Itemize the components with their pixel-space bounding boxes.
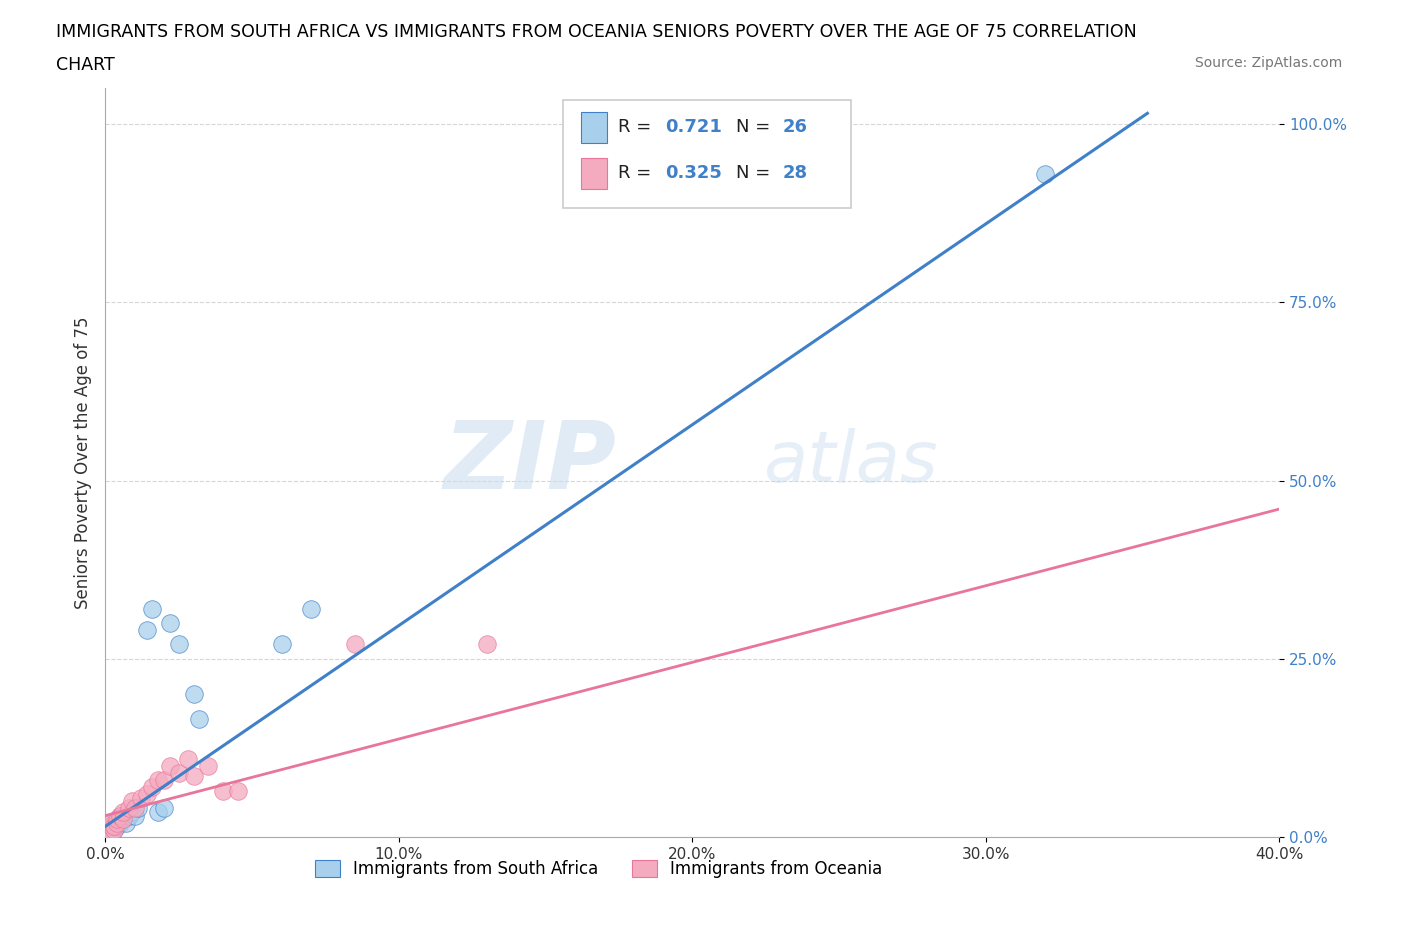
Point xyxy=(100,816,122,830)
FancyBboxPatch shape xyxy=(564,100,851,208)
Point xyxy=(183,687,205,702)
Point xyxy=(141,602,163,617)
Bar xyxy=(581,112,607,143)
Point xyxy=(167,637,190,652)
Point xyxy=(148,804,170,819)
Point xyxy=(270,637,292,652)
Point xyxy=(135,623,157,638)
Y-axis label: Seniors Poverty Over the Age of 75: Seniors Poverty Over the Age of 75 xyxy=(73,316,91,609)
Point xyxy=(124,801,146,816)
Point xyxy=(1033,166,1056,181)
Text: 28: 28 xyxy=(783,164,808,182)
Point xyxy=(105,812,128,827)
Point xyxy=(153,801,176,816)
Point xyxy=(100,819,122,834)
Text: N =: N = xyxy=(735,164,776,182)
Point xyxy=(135,787,157,802)
Point xyxy=(176,751,198,766)
Point xyxy=(97,826,120,841)
Point xyxy=(159,616,181,631)
Point xyxy=(112,812,135,827)
Point xyxy=(112,804,135,819)
Point xyxy=(129,790,152,805)
Point xyxy=(108,808,131,823)
Point xyxy=(103,822,125,837)
Point xyxy=(188,712,211,727)
Text: 0.721: 0.721 xyxy=(665,118,723,137)
Point xyxy=(112,812,135,827)
Point xyxy=(100,824,122,839)
Bar xyxy=(581,158,607,190)
Point xyxy=(100,819,122,834)
Point xyxy=(153,773,176,788)
Text: IMMIGRANTS FROM SOUTH AFRICA VS IMMIGRANTS FROM OCEANIA SENIORS POVERTY OVER THE: IMMIGRANTS FROM SOUTH AFRICA VS IMMIGRAN… xyxy=(56,23,1137,41)
Point xyxy=(121,794,143,809)
Text: CHART: CHART xyxy=(56,56,115,73)
Point xyxy=(103,822,125,837)
Point xyxy=(299,602,322,617)
Point xyxy=(127,801,149,816)
Legend: Immigrants from South Africa, Immigrants from Oceania: Immigrants from South Africa, Immigrants… xyxy=(308,854,889,884)
Point xyxy=(97,822,120,837)
Point xyxy=(141,779,163,794)
Text: 0.325: 0.325 xyxy=(665,164,723,182)
Text: atlas: atlas xyxy=(763,428,938,498)
Text: N =: N = xyxy=(735,118,776,137)
Point xyxy=(118,808,141,823)
Point xyxy=(197,758,219,773)
Point xyxy=(159,758,181,773)
Point xyxy=(475,637,498,652)
Text: ZIP: ZIP xyxy=(443,417,616,509)
Point xyxy=(226,783,249,798)
Point xyxy=(105,816,128,830)
Point xyxy=(118,801,141,816)
Text: R =: R = xyxy=(619,164,658,182)
Text: Source: ZipAtlas.com: Source: ZipAtlas.com xyxy=(1195,56,1343,70)
Point xyxy=(115,816,138,830)
Point xyxy=(103,819,125,834)
Point xyxy=(103,816,125,830)
Point xyxy=(105,819,128,834)
Point xyxy=(108,808,131,823)
Text: 26: 26 xyxy=(783,118,808,137)
Point xyxy=(343,637,366,652)
Point xyxy=(108,816,131,830)
Point xyxy=(211,783,233,798)
Point xyxy=(124,808,146,823)
Point xyxy=(183,769,205,784)
Point xyxy=(148,773,170,788)
Text: R =: R = xyxy=(619,118,658,137)
Point xyxy=(167,765,190,780)
Point xyxy=(97,822,120,837)
Point xyxy=(121,804,143,819)
Point xyxy=(97,826,120,841)
